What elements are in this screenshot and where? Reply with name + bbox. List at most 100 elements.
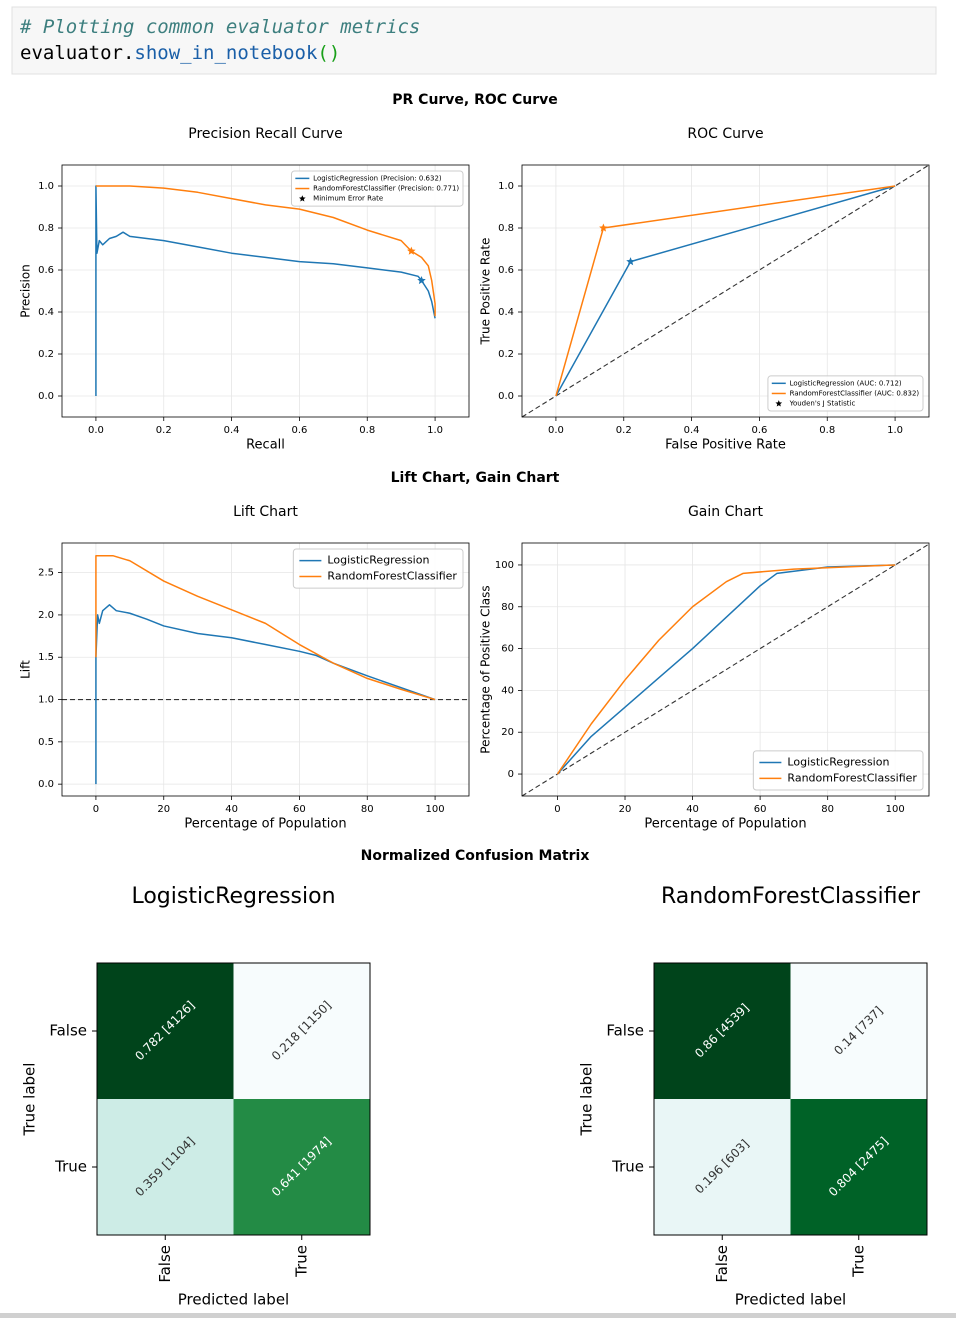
y-tick-label: 2.5 — [38, 568, 54, 579]
x-tick-label: True — [849, 1245, 867, 1278]
y-tick-label: 0.2 — [498, 349, 514, 360]
marker-star — [626, 257, 635, 266]
matrix-cell — [790, 1099, 927, 1235]
x-tick-label: 0.4 — [224, 425, 240, 436]
code-cell — [11, 6, 937, 75]
y-tick-label: 60 — [501, 644, 514, 655]
x-axis-label: Recall — [246, 438, 285, 453]
axes-frame — [521, 542, 930, 797]
matrix-cell — [233, 963, 370, 1099]
y-tick-label: 0.0 — [498, 391, 514, 402]
x-tick-label: 40 — [225, 804, 238, 815]
x-tick-label: 1.0 — [887, 425, 903, 436]
matrix-cell — [654, 963, 791, 1099]
x-tick-label: 0.0 — [88, 425, 104, 436]
y-tick-label: 20 — [501, 727, 514, 738]
legend-swatch — [775, 400, 783, 407]
marker-star — [599, 223, 608, 232]
y-tick-label: 80 — [501, 602, 514, 613]
y-tick-label: 1.0 — [38, 695, 54, 706]
scroll-edge — [0, 1313, 956, 1318]
x-tick-label: 0.8 — [359, 425, 375, 436]
legend-label: LogisticRegression (Precision: 0.632) — [313, 174, 442, 182]
x-axis-label: Predicted label — [178, 1291, 289, 1309]
y-axis-label: True label — [21, 1063, 39, 1137]
legend-label: RandomForestClassifier — [787, 771, 917, 784]
legend-label: Minimum Error Rate — [313, 195, 383, 203]
chart-title: Precision Recall Curve — [188, 126, 342, 142]
x-tick-label: 0.6 — [291, 425, 307, 436]
y-tick-label: 0.6 — [498, 265, 514, 276]
chart-title: RandomForestClassifier — [661, 884, 921, 909]
chart-title: LogisticRegression — [131, 884, 335, 909]
y-tick-label: 0 — [508, 769, 514, 780]
y-tick-label: 40 — [501, 685, 514, 696]
y-tick-label: False — [606, 1022, 644, 1040]
y-axis-label: True label — [578, 1063, 596, 1137]
series-line — [95, 185, 436, 317]
legend-label: LogisticRegression — [787, 755, 889, 768]
chart-title: Gain Chart — [688, 504, 764, 520]
x-tick-label: 0 — [93, 804, 99, 815]
x-axis-label: Predicted label — [735, 1291, 846, 1309]
y-tick-label: 0.0 — [38, 391, 54, 402]
legend-label: RandomForestClassifier (AUC: 0.832) — [790, 389, 920, 397]
x-tick-label: 60 — [754, 804, 767, 815]
legend: LogisticRegression (AUC: 0.712) RandomFor… — [767, 375, 924, 412]
x-tick-label: 100 — [886, 804, 905, 815]
series-line — [556, 564, 896, 775]
legend: LogisticRegression (Precision: 0.632) Ran… — [290, 170, 464, 207]
legend: LogisticRegression RandomForestClassifier — [292, 548, 464, 589]
code-line: evaluator.show_in_notebook() — [20, 42, 340, 64]
x-tick-label: 0.2 — [156, 425, 172, 436]
code-function: show_in_notebook — [134, 42, 318, 64]
x-tick-label: 80 — [361, 804, 374, 815]
y-tick-label: True — [611, 1158, 644, 1176]
y-tick-label: 1.0 — [38, 181, 54, 192]
chart-title: Lift Chart — [233, 504, 298, 520]
y-axis-label: Percentage of Positive Class — [479, 585, 493, 753]
x-tick-label: 0.8 — [819, 425, 835, 436]
legend: LogisticRegression RandomForestClassifier — [752, 750, 924, 791]
figure-title: Normalized Confusion Matrix — [361, 848, 590, 864]
x-tick-label: 0.2 — [616, 425, 632, 436]
code-line: # Plotting common evaluator metrics — [19, 16, 420, 38]
marker-star — [407, 246, 416, 255]
y-tick-label: 0.4 — [498, 307, 514, 318]
axes-frame — [61, 164, 470, 418]
y-tick-label: 0.0 — [38, 779, 54, 790]
x-tick-label: False — [156, 1245, 174, 1283]
chart-title: ROC Curve — [687, 126, 763, 142]
axes-frame — [61, 542, 470, 797]
y-tick-label: 1.0 — [498, 181, 514, 192]
x-tick-label: 40 — [686, 804, 699, 815]
x-tick-label: 0.4 — [684, 425, 700, 436]
y-tick-label: 0.8 — [38, 223, 54, 234]
legend-box — [767, 375, 924, 412]
x-tick-label: 20 — [157, 804, 170, 815]
matrix-cell — [233, 1099, 370, 1235]
legend-label: LogisticRegression (AUC: 0.712) — [790, 379, 902, 387]
matrix-cell — [97, 963, 234, 1099]
y-tick-label: 0.4 — [38, 307, 54, 318]
y-tick-label: 1.5 — [38, 652, 54, 663]
series-line — [556, 564, 896, 775]
marker-star — [417, 276, 426, 285]
legend-swatch — [299, 195, 306, 202]
x-tick-label: 0.6 — [751, 425, 767, 436]
x-tick-label: True — [292, 1245, 310, 1278]
x-tick-label: 100 — [426, 804, 445, 815]
matrix-cell — [654, 1099, 791, 1235]
legend-box — [292, 548, 464, 589]
series-line — [95, 604, 436, 785]
x-tick-label: 80 — [821, 804, 834, 815]
figure-title: Lift Chart, Gain Chart — [391, 470, 560, 486]
y-axis-label: True Positive Rate — [479, 238, 493, 346]
code-comment: # Plotting common evaluator metrics — [19, 16, 420, 38]
y-tick-label: 0.5 — [38, 737, 54, 748]
legend-box — [752, 750, 924, 791]
legend-label: Youden's J Statistic — [789, 400, 856, 408]
axes-frame — [653, 962, 928, 1236]
y-tick-label: True — [54, 1158, 87, 1176]
y-tick-label: 2.0 — [38, 610, 54, 621]
